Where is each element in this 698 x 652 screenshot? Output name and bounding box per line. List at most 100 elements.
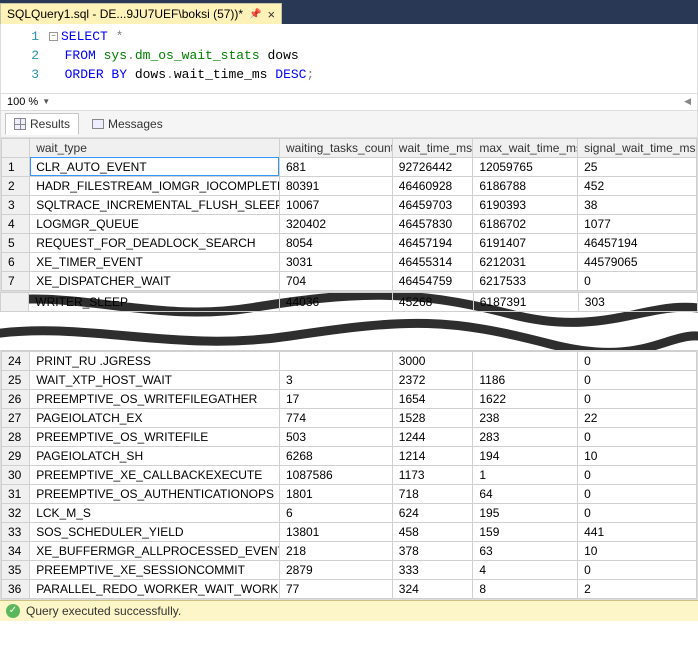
table-row[interactable]: 26PREEMPTIVE_OS_WRITEFILEGATHER171654162…	[2, 389, 697, 408]
cell[interactable]: 38	[578, 195, 697, 214]
cell[interactable]: 0	[578, 389, 697, 408]
cell[interactable]: 0	[578, 370, 697, 389]
row-number[interactable]: 32	[2, 503, 30, 522]
cell[interactable]: LOGMGR_QUEUE	[30, 214, 280, 233]
table-row[interactable]: 4LOGMGR_QUEUE3204024645783061867021077	[2, 214, 697, 233]
cell[interactable]: 8054	[279, 233, 392, 252]
cell[interactable]: LCK_M_S	[30, 503, 280, 522]
cell[interactable]: 1186	[473, 370, 578, 389]
cell[interactable]: 10	[578, 446, 697, 465]
cell[interactable]: 6187391	[473, 292, 578, 311]
cell[interactable]: 44579065	[578, 252, 697, 271]
cell[interactable]: 1087586	[279, 465, 392, 484]
close-icon[interactable]: ×	[268, 8, 276, 21]
code-line[interactable]: ORDER BY dows.wait_time_ms DESC;	[49, 66, 314, 85]
cell[interactable]: 6268	[279, 446, 392, 465]
cell[interactable]: 1654	[392, 389, 473, 408]
cell[interactable]: 1077	[578, 214, 697, 233]
cell[interactable]: 458	[392, 522, 473, 541]
pin-icon[interactable]: 📌	[249, 9, 261, 20]
cell[interactable]: 6186702	[473, 214, 578, 233]
cell[interactable]: 10067	[279, 195, 392, 214]
cell[interactable]: 324	[392, 579, 473, 598]
zoom-bar[interactable]: 100 % ▼ ◀	[0, 94, 698, 111]
table-row[interactable]: 25WAIT_XTP_HOST_WAIT3237211860	[2, 370, 697, 389]
table-row[interactable]: 3SQLTRACE_INCREMENTAL_FLUSH_SLEEP1006746…	[2, 195, 697, 214]
table-row[interactable]: 36PARALLEL_REDO_WORKER_WAIT_WORK7732482	[2, 579, 697, 598]
row-number[interactable]: 36	[2, 579, 30, 598]
cell[interactable]	[473, 351, 578, 370]
cell[interactable]: 0	[578, 560, 697, 579]
table-row[interactable]: 24PRINT_RU .JGRESS30000	[2, 351, 697, 370]
cell[interactable]: 12059765	[473, 157, 578, 176]
row-number[interactable]: 7	[2, 271, 30, 290]
table-row[interactable]: 6XE_TIMER_EVENT3031464553146212031445790…	[2, 252, 697, 271]
cell[interactable]: 1801	[279, 484, 392, 503]
cell[interactable]: 159	[473, 522, 578, 541]
table-row[interactable]: 30PREEMPTIVE_XE_CALLBACKEXECUTE108758611…	[2, 465, 697, 484]
cell[interactable]: 3031	[279, 252, 392, 271]
cell[interactable]: 1	[473, 465, 578, 484]
cell[interactable]: 4	[473, 560, 578, 579]
row-number[interactable]: 30	[2, 465, 30, 484]
code-line[interactable]: −SELECT *	[49, 28, 123, 47]
cell[interactable]: SQLTRACE_INCREMENTAL_FLUSH_SLEEP	[30, 195, 280, 214]
cell[interactable]: 0	[578, 484, 697, 503]
cell[interactable]: 320402	[279, 214, 392, 233]
row-number[interactable]: 35	[2, 560, 30, 579]
cell[interactable]: 77	[279, 579, 392, 598]
row-number[interactable]: 6	[2, 252, 30, 271]
cell[interactable]: 8	[473, 579, 578, 598]
table-row[interactable]: 28PREEMPTIVE_OS_WRITEFILE50312442830	[2, 427, 697, 446]
cell[interactable]: CLR_AUTO_EVENT	[30, 157, 280, 176]
cell[interactable]: PREEMPTIVE_OS_AUTHENTICATIONOPS	[30, 484, 280, 503]
row-number[interactable]: 34	[2, 541, 30, 560]
tab-results[interactable]: Results	[5, 113, 79, 135]
cell[interactable]: PARALLEL_REDO_WORKER_WAIT_WORK	[30, 579, 280, 598]
table-row[interactable]: 27PAGEIOLATCH_EX774152823822	[2, 408, 697, 427]
cell[interactable]: 452	[578, 176, 697, 195]
cell[interactable]: SOS_SCHEDULER_YIELD	[30, 522, 280, 541]
col-header[interactable]: signal_wait_time_ms	[578, 138, 697, 157]
code-line[interactable]: FROM sys.dm_os_wait_stats dows	[49, 47, 299, 66]
cell[interactable]: 22	[578, 408, 697, 427]
table-row[interactable]: 7XE_DISPATCHER_WAIT7044645475962175330	[2, 271, 697, 290]
cell[interactable]: 0	[578, 271, 697, 290]
cell[interactable]: 0	[578, 465, 697, 484]
cell[interactable]: 1244	[392, 427, 473, 446]
table-row[interactable]: WRITER_SLEEP44036452686187391303	[1, 292, 698, 311]
row-number[interactable]: 2	[2, 176, 30, 195]
cell[interactable]: 3	[279, 370, 392, 389]
cell[interactable]: PAGEIOLATCH_SH	[30, 446, 280, 465]
cell[interactable]: 6190393	[473, 195, 578, 214]
cell[interactable]: 2879	[279, 560, 392, 579]
row-number[interactable]: 33	[2, 522, 30, 541]
table-row[interactable]: 2HADR_FILESTREAM_IOMGR_IOCOMPLETION80391…	[2, 176, 697, 195]
cell[interactable]: 80391	[279, 176, 392, 195]
cell[interactable]: 46454759	[392, 271, 473, 290]
cell[interactable]: 624	[392, 503, 473, 522]
cell[interactable]: 0	[578, 427, 697, 446]
cell[interactable]: 46460928	[392, 176, 473, 195]
row-number[interactable]: 3	[2, 195, 30, 214]
cell[interactable]: 2372	[392, 370, 473, 389]
cell[interactable]: XE_TIMER_EVENT	[30, 252, 280, 271]
cell[interactable]: 45268	[392, 292, 473, 311]
cell[interactable]: 378	[392, 541, 473, 560]
cell[interactable]: XE_BUFFERMGR_ALLPROCESSED_EVENT	[30, 541, 280, 560]
corner-cell[interactable]	[2, 138, 30, 157]
row-number[interactable]: 26	[2, 389, 30, 408]
cell[interactable]: 774	[279, 408, 392, 427]
cell[interactable]: 92726442	[392, 157, 473, 176]
cell[interactable]: 6217533	[473, 271, 578, 290]
cell[interactable]: 46457830	[392, 214, 473, 233]
cell[interactable]: PREEMPTIVE_OS_WRITEFILEGATHER	[30, 389, 280, 408]
table-row[interactable]: 5REQUEST_FOR_DEADLOCK_SEARCH805446457194…	[2, 233, 697, 252]
cell[interactable]: 63	[473, 541, 578, 560]
collapse-icon[interactable]: −	[49, 32, 58, 41]
cell[interactable]: 6186788	[473, 176, 578, 195]
cell[interactable]: 46457194	[392, 233, 473, 252]
cell[interactable]: 503	[279, 427, 392, 446]
cell[interactable]: 2	[578, 579, 697, 598]
cell[interactable]: HADR_FILESTREAM_IOMGR_IOCOMPLETION	[30, 176, 280, 195]
